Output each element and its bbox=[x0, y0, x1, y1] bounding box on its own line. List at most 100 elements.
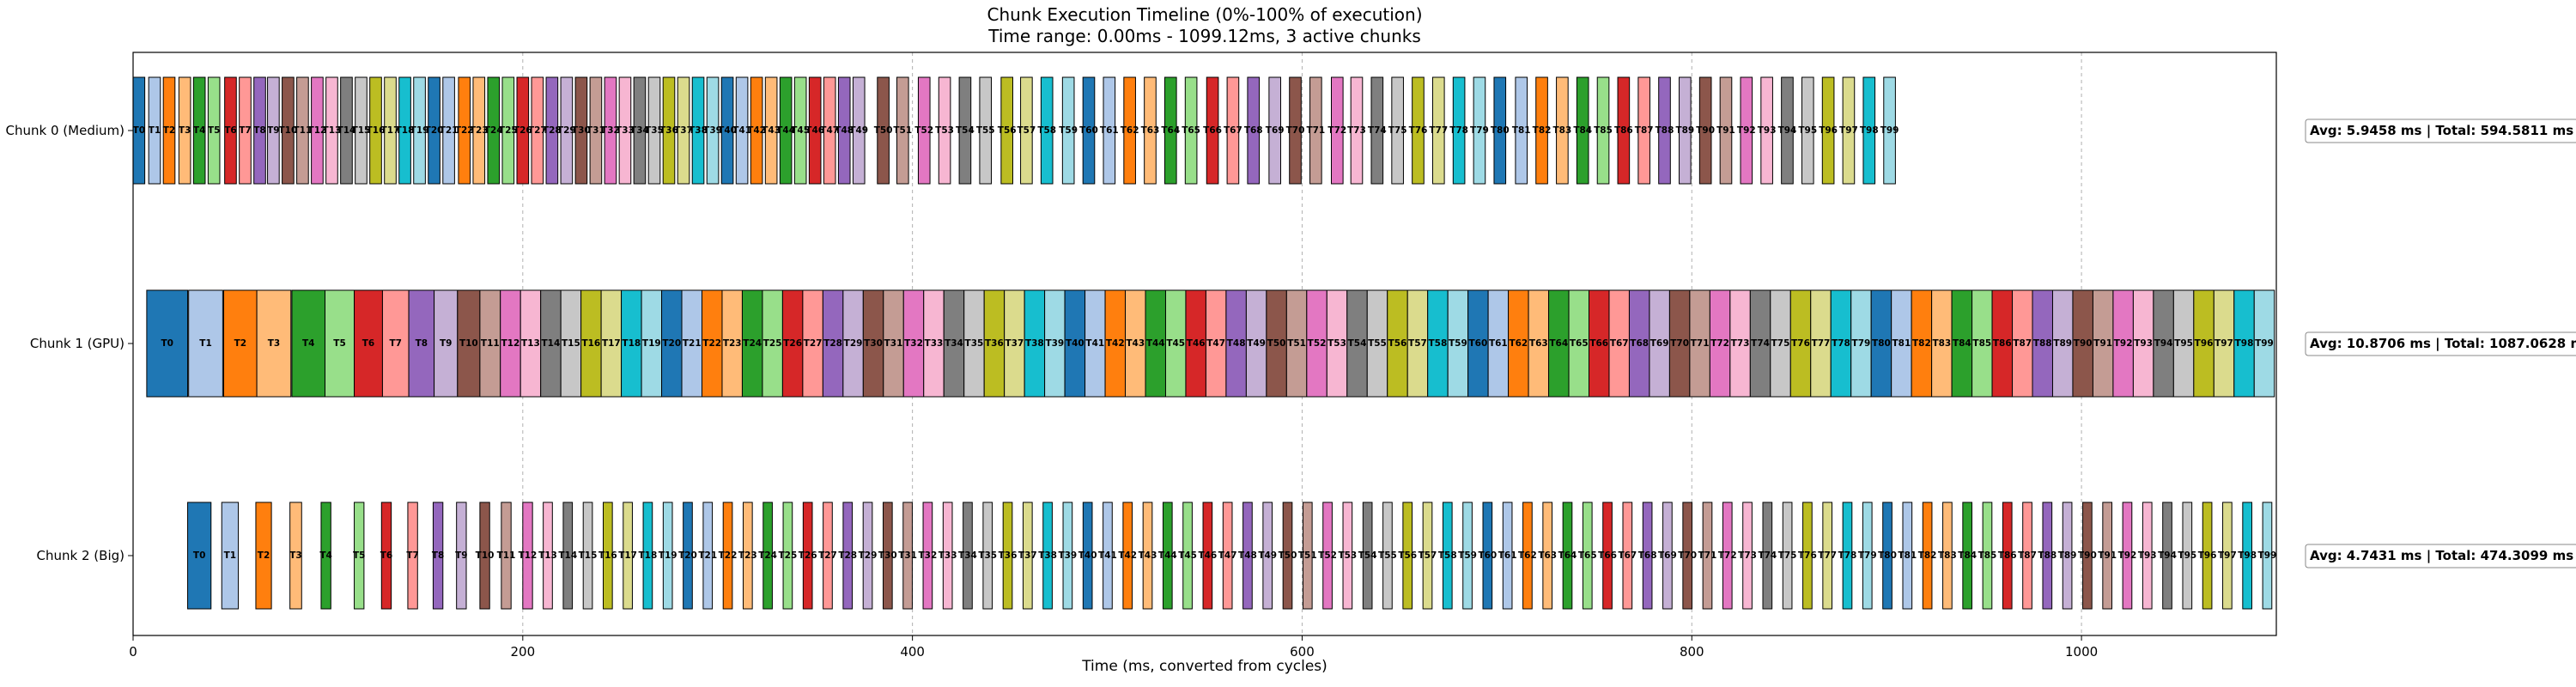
task-label: T74 bbox=[1368, 125, 1387, 136]
task-label: T65 bbox=[1570, 338, 1589, 349]
task-label: T83 bbox=[1932, 338, 1951, 349]
chart-title-line-2: Time range: 0.00ms - 1099.12ms, 3 active… bbox=[987, 26, 1421, 46]
task-label: T89 bbox=[2058, 550, 2077, 561]
task-bar bbox=[1103, 76, 1116, 185]
task-label: T96 bbox=[2198, 550, 2217, 561]
task-label: T93 bbox=[2138, 550, 2157, 561]
task-bar bbox=[458, 76, 471, 185]
task-label: T25 bbox=[779, 550, 798, 561]
task-label: T89 bbox=[2053, 338, 2072, 349]
task-bar bbox=[1542, 502, 1553, 610]
task-label: T84 bbox=[1958, 550, 1977, 561]
task-label: T63 bbox=[1529, 338, 1548, 349]
task-label: T89 bbox=[1675, 125, 1694, 136]
chunk-summaries: Avg: 5.9458 ms | Total: 594.5811 ms Avg: … bbox=[2305, 119, 2576, 568]
task-bar bbox=[355, 76, 368, 185]
task-bar bbox=[1422, 502, 1433, 610]
task-label: T98 bbox=[2238, 550, 2257, 561]
task-label: T27 bbox=[818, 550, 837, 561]
task-bar bbox=[1330, 76, 1344, 185]
task-label: T19 bbox=[410, 125, 429, 136]
task-bar bbox=[239, 76, 252, 185]
task-label: T35 bbox=[978, 550, 997, 561]
task-label: T48 bbox=[835, 125, 854, 136]
task-bar bbox=[2002, 502, 2013, 610]
task-label: T37 bbox=[1005, 338, 1024, 349]
task-bar bbox=[1302, 502, 1313, 610]
task-label: T11 bbox=[481, 338, 500, 349]
task-bar bbox=[1040, 76, 1054, 185]
task-bar bbox=[178, 76, 191, 185]
task-bar bbox=[762, 502, 773, 610]
task-bar bbox=[442, 76, 455, 185]
task-label: T7 bbox=[390, 338, 402, 349]
task-label: T36 bbox=[999, 550, 1018, 561]
task-bar bbox=[720, 76, 734, 185]
task-bar bbox=[1268, 76, 1281, 185]
task-label: T19 bbox=[659, 550, 677, 561]
task-label: T2 bbox=[258, 550, 270, 561]
task-label: T9 bbox=[455, 550, 467, 561]
task-bar bbox=[380, 502, 392, 610]
task-label: T74 bbox=[1758, 550, 1777, 561]
task-bar bbox=[428, 76, 440, 185]
task-label: T23 bbox=[723, 338, 742, 349]
task-label: T16 bbox=[598, 550, 617, 561]
task-label: T5 bbox=[208, 125, 220, 136]
task-label: T81 bbox=[1893, 338, 1911, 349]
task-label: T41 bbox=[1085, 338, 1104, 349]
task-label: T47 bbox=[1218, 550, 1237, 561]
task-label: T23 bbox=[470, 125, 489, 136]
task-label: T38 bbox=[689, 125, 708, 136]
task-label: T86 bbox=[1614, 125, 1633, 136]
task-bar bbox=[1247, 76, 1261, 185]
task-label: T83 bbox=[1552, 125, 1571, 136]
task-bar bbox=[1226, 76, 1240, 185]
task-label: T50 bbox=[874, 125, 893, 136]
task-label: T58 bbox=[1037, 125, 1056, 136]
task-label: T10 bbox=[279, 125, 298, 136]
task-bar bbox=[662, 502, 673, 610]
task-label: T5 bbox=[353, 550, 365, 561]
task-bar bbox=[742, 502, 753, 610]
task-label: T87 bbox=[1635, 125, 1654, 136]
task-label: T62 bbox=[1509, 338, 1528, 349]
task-bar bbox=[1382, 502, 1393, 610]
task-bar bbox=[1515, 76, 1528, 185]
task-bar bbox=[1822, 502, 1833, 610]
task-bar bbox=[1535, 76, 1548, 185]
task-bars: T0 T1 T2 T3 T4 T5 T6 T7 T8 T9T10T11T12T13T14T15T1… bbox=[132, 76, 2276, 610]
task-label: T12 bbox=[519, 550, 538, 561]
task-bar bbox=[253, 76, 266, 185]
task-label: T51 bbox=[1298, 550, 1317, 561]
task-label: T53 bbox=[935, 125, 954, 136]
chunk-summary-text: Avg: 10.8706 ms | Total: 1087.0628 ms bbox=[2310, 336, 2576, 352]
task-label: T2 bbox=[234, 338, 246, 349]
task-bar bbox=[691, 76, 705, 185]
task-bar bbox=[917, 76, 931, 185]
task-bar bbox=[1862, 76, 1876, 185]
task-label: T21 bbox=[698, 550, 717, 561]
task-label: T82 bbox=[1533, 125, 1552, 136]
task-label: T29 bbox=[557, 125, 576, 136]
task-label: T24 bbox=[743, 338, 762, 349]
task-label: T36 bbox=[659, 125, 678, 136]
task-label: T17 bbox=[618, 550, 637, 561]
task-bar bbox=[782, 502, 793, 610]
task-label: T43 bbox=[1126, 338, 1145, 349]
task-label: T37 bbox=[1018, 550, 1037, 561]
task-bar bbox=[146, 289, 189, 398]
task-bar bbox=[823, 502, 833, 610]
task-label: T15 bbox=[579, 550, 598, 561]
task-label: T72 bbox=[1718, 550, 1737, 561]
task-bar bbox=[1452, 76, 1466, 185]
task-label: T58 bbox=[1438, 550, 1457, 561]
task-label: T66 bbox=[1203, 125, 1222, 136]
task-bar bbox=[1482, 502, 1493, 610]
task-label: T56 bbox=[998, 125, 1017, 136]
task-label: T68 bbox=[1244, 125, 1263, 136]
task-label: T62 bbox=[1518, 550, 1537, 561]
task-label: T3 bbox=[289, 550, 301, 561]
task-label: T79 bbox=[1470, 125, 1489, 136]
task-label: T27 bbox=[804, 338, 823, 349]
